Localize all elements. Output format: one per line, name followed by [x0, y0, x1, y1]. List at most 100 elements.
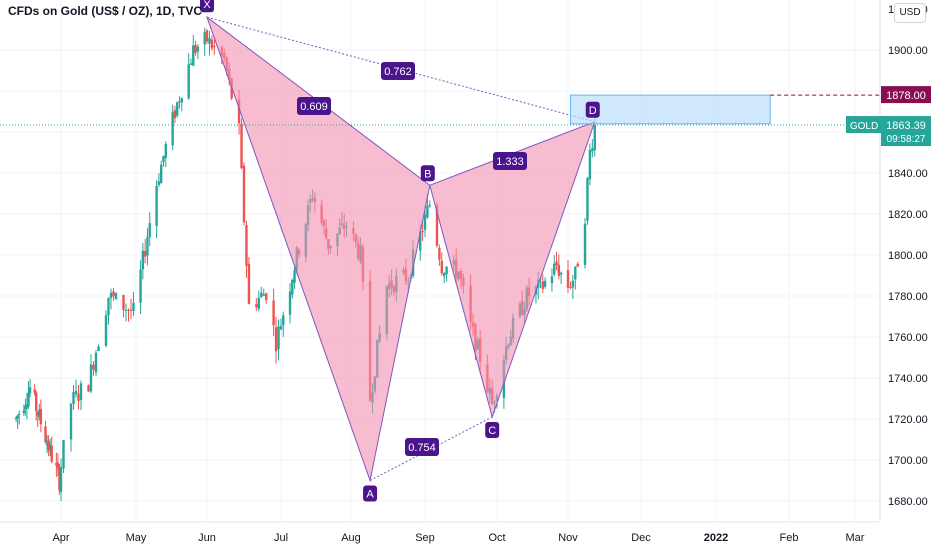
candle-down: [435, 205, 439, 246]
candle-up: [155, 185, 158, 226]
candle-down: [255, 304, 258, 308]
candle-down: [569, 286, 572, 288]
candle-up: [443, 273, 446, 276]
symbol-tag: [846, 116, 882, 134]
candle-up: [14, 417, 18, 420]
candle-down: [77, 393, 80, 401]
candle-up: [114, 293, 118, 300]
candle-down: [247, 263, 251, 304]
ratio-badge: [493, 152, 527, 170]
candle-down: [541, 281, 545, 289]
candle-up: [189, 63, 193, 65]
candle-up: [48, 444, 52, 451]
x-tick-label: 2022: [704, 532, 728, 544]
candle-up: [180, 98, 184, 103]
candle-up: [586, 177, 589, 221]
candle-down: [566, 270, 570, 288]
candle-up: [426, 205, 429, 218]
pattern-point-badge: [585, 101, 600, 118]
candle-up: [94, 352, 98, 373]
x-tick-label: Feb: [780, 532, 799, 544]
candle-up: [45, 443, 49, 446]
candle-up: [196, 46, 200, 52]
x-tick-label: Mar: [846, 532, 865, 544]
candle-down: [240, 123, 243, 169]
candle-up: [282, 315, 285, 326]
pattern-point-badge: [363, 485, 378, 502]
candle-down: [194, 45, 197, 53]
y-tick-label: 1800.00: [888, 250, 928, 262]
candle-up: [593, 125, 596, 151]
candle-down: [274, 327, 278, 352]
candle-down: [127, 309, 130, 311]
pattern-point-badge: [420, 165, 435, 182]
y-tick-label: 1840.00: [888, 168, 928, 180]
candle-up: [277, 326, 280, 350]
candle-up: [139, 269, 142, 303]
x-tick-label: Nov: [558, 532, 578, 544]
countdown-label: 09:58:27: [887, 134, 926, 145]
candle-up: [24, 405, 27, 410]
candle-down: [173, 110, 177, 119]
pattern-point-label: X: [203, 0, 211, 11]
x-tick-label: Jun: [198, 532, 216, 544]
candle-up: [164, 144, 167, 158]
pattern-point-label: D: [589, 105, 597, 117]
x-tick-label: Aug: [341, 532, 361, 544]
candle-up: [59, 467, 63, 493]
candle-up: [79, 383, 83, 400]
target-zone[interactable]: [569, 94, 771, 125]
candle-down: [129, 309, 133, 311]
candle-up: [291, 279, 294, 295]
candle-up: [419, 231, 422, 251]
candle-down: [56, 462, 60, 469]
pattern-point-label: A: [366, 489, 374, 501]
candle-down: [58, 467, 61, 491]
x-tick-label: Sep: [415, 532, 435, 544]
candle-up: [22, 410, 26, 414]
candle-up: [72, 392, 75, 405]
pattern-point-label: C: [488, 425, 496, 437]
candle-down: [272, 300, 275, 326]
candle-up: [559, 272, 563, 275]
candle-down: [210, 39, 214, 49]
candle-up: [176, 102, 179, 116]
candle-down: [576, 263, 579, 267]
candle-down: [143, 251, 147, 257]
current-price-tag: [881, 116, 931, 147]
candle-up: [124, 309, 128, 311]
candle-up: [148, 223, 151, 238]
candle-up: [141, 250, 145, 270]
candle-up: [178, 101, 181, 103]
candle-up: [203, 32, 206, 45]
candle-up: [574, 266, 577, 280]
candle-up: [187, 64, 190, 99]
ratio-badge: [381, 62, 415, 80]
ratio-label: 1.333: [496, 156, 524, 168]
y-tick-label: 1760.00: [888, 332, 928, 344]
currency-button[interactable]: USD: [894, 3, 926, 23]
candle-down: [213, 46, 216, 48]
candle-up: [89, 364, 93, 392]
candle-up: [583, 223, 587, 265]
candle-down: [55, 463, 58, 466]
candle-up: [553, 263, 556, 275]
candle-down: [242, 165, 246, 223]
ratio-label: 0.609: [300, 101, 328, 113]
candle-up: [543, 280, 547, 287]
y-tick-label: 1680.00: [888, 496, 928, 508]
candle-up: [107, 297, 110, 316]
candle-up: [74, 390, 78, 395]
ratio-badge: [405, 438, 439, 456]
pattern-point-badge: [485, 421, 500, 438]
candle-down: [35, 392, 38, 412]
candle-up: [159, 164, 163, 184]
candle-up: [97, 346, 100, 351]
current-price-label: 1863.39: [886, 120, 926, 132]
candle-up: [69, 403, 73, 440]
candle-up: [104, 315, 108, 346]
candle-down: [47, 440, 50, 451]
candle-up: [25, 404, 29, 408]
y-tick-label: 1740.00: [888, 373, 928, 385]
